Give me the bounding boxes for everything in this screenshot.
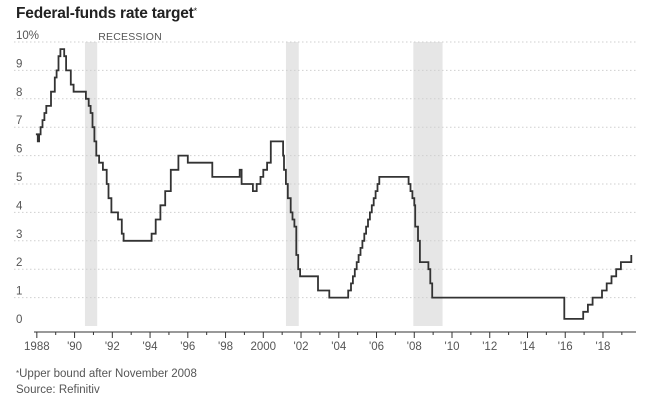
source-note: Source: Refinitiv	[16, 384, 100, 396]
x-tick-label: '02	[294, 341, 309, 353]
y-tick-label: 3	[16, 229, 22, 241]
title-footnote-mark: *	[193, 6, 198, 16]
x-tick-label: '06	[369, 341, 384, 353]
x-tick-label: '08	[407, 341, 422, 353]
x-tick-label: '12	[482, 341, 497, 353]
x-tick-label: '92	[105, 341, 120, 353]
y-tick-label: 9	[16, 58, 22, 70]
footnote-mark: *	[16, 369, 20, 378]
x-tick-label: '16	[558, 341, 573, 353]
footnote-text: Upper bound after November 2008	[19, 368, 197, 380]
y-axis-labels: 0 1 2 3 4 5 6 7 8 9 10%	[16, 30, 39, 326]
x-tick-label: 2000	[250, 341, 276, 353]
fed-funds-rate-line	[35, 48, 633, 320]
x-tick-label: '94	[143, 341, 159, 353]
footnote: *Upper bound after November 2008	[16, 368, 197, 380]
x-tick-label: '98	[218, 341, 233, 353]
x-tick-label: '18	[595, 341, 610, 353]
recession-label: RECESSION	[98, 31, 162, 43]
x-tick-label: 1988	[24, 341, 50, 353]
chart-title-text: Federal-funds rate target	[16, 5, 194, 22]
rate-series	[35, 48, 633, 320]
x-tick-label: '14	[520, 341, 536, 353]
y-tick-label: 5	[16, 172, 22, 184]
y-tick-label: 1	[16, 286, 22, 298]
chart-title: Federal-funds rate target*	[16, 5, 197, 23]
y-tick-label: 6	[16, 144, 22, 156]
x-tick-label: '10	[445, 341, 460, 353]
y-tick-label: 10%	[16, 30, 39, 42]
y-tick-label: 0	[16, 314, 22, 326]
x-axis: 1988 '90 '92 '94 '96 '98 2000 '02 '04 '06 '08 '10 '1…	[24, 331, 636, 353]
y-tick-label: 8	[16, 87, 22, 99]
y-tick-label: 2	[16, 257, 22, 269]
x-tick-label: '90	[67, 341, 82, 353]
y-tick-label: 4	[16, 200, 23, 212]
y-tick-label: 7	[16, 115, 22, 127]
x-tick-label: '96	[180, 341, 195, 353]
x-tick-label: '04	[331, 341, 347, 353]
